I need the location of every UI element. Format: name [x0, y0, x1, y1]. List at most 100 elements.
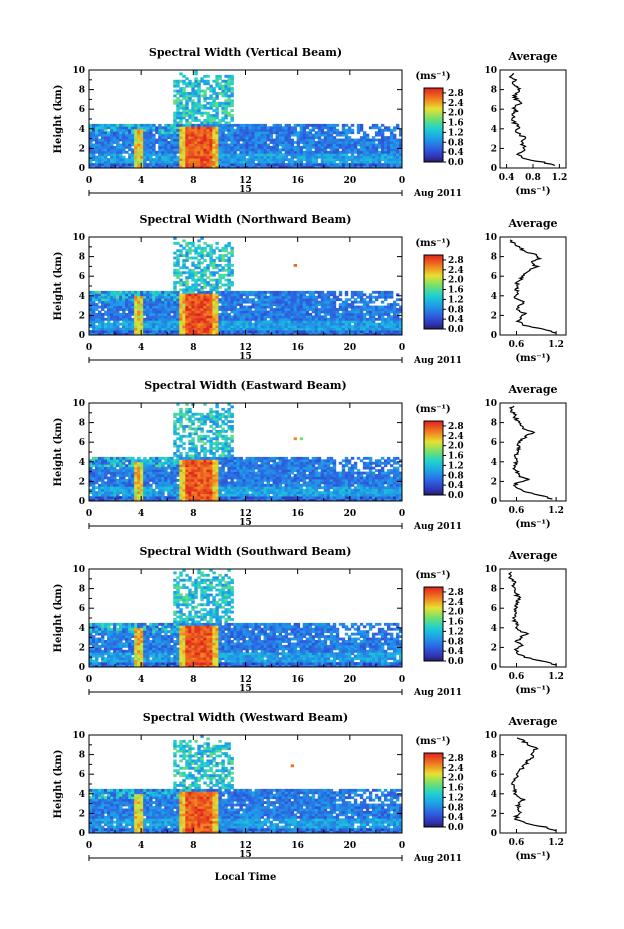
colorbar-tick-label: 2.8: [448, 89, 464, 99]
colorbar-tick-label: 0.8: [448, 471, 464, 481]
y-tick-label: 0: [79, 663, 85, 673]
avg-y-tick-label: 4: [491, 624, 497, 634]
colorbar-tick-label: 2.4: [448, 432, 464, 442]
x-tick-label: 20: [344, 176, 357, 186]
x-tick-label: 20: [344, 343, 357, 353]
y-tick-label: 6: [79, 604, 85, 614]
x-tick-label: 8: [190, 841, 196, 851]
colorbar-tick-label: 2.4: [448, 598, 464, 608]
heatmap-cells: [89, 237, 403, 336]
heatmap-cells: [89, 70, 403, 169]
avg-x-tick-label: 0.6: [509, 672, 525, 682]
avg-x-label: (ms⁻¹): [515, 519, 550, 530]
avg-y-tick-label: 6: [491, 438, 497, 448]
y-axis-label: Height (km): [53, 418, 64, 487]
heatmap-cells: [89, 735, 403, 834]
average-frame: [499, 568, 567, 668]
date-label: Aug 2011: [413, 189, 462, 199]
y-tick-label: 0: [79, 164, 85, 174]
colorbar-tick-label: 1.6: [448, 784, 464, 794]
avg-y-tick-label: 8: [491, 86, 497, 96]
colorbar-tick-label: 1.2: [448, 793, 464, 803]
colorbar: [423, 87, 444, 163]
colorbar-tick-label: 0.0: [448, 657, 464, 667]
colorbar-tick-label: 2.0: [448, 442, 464, 452]
panel-title: Spectral Width (Northward Beam): [140, 213, 352, 226]
y-axis-label: Height (km): [53, 584, 64, 653]
colorbar-tick-label: 0.4: [448, 315, 464, 325]
y-tick-label: 6: [79, 105, 85, 115]
y-tick-label: 4: [79, 458, 85, 468]
y-tick-label: 2: [79, 311, 85, 321]
x-tick-label: 8: [190, 343, 196, 353]
day-label: 15: [239, 850, 252, 860]
y-tick-label: 0: [79, 829, 85, 839]
y-tick-label: 2: [79, 809, 85, 819]
panel-title: Spectral Width (Southward Beam): [139, 545, 351, 558]
avg-x-label: (ms⁻¹): [515, 353, 550, 364]
panel-5: Spectral Width (Westward Beam) 0 2 4 6 8 10 0 4 8…: [53, 711, 567, 864]
avg-y-tick-label: 10: [484, 399, 497, 409]
x-tick-label: 8: [190, 176, 196, 186]
colorbar-tick-label: 2.8: [448, 422, 464, 432]
heatmap-cells: [89, 569, 403, 668]
x-tick-label: 0: [399, 675, 405, 685]
avg-x-label: (ms⁻¹): [515, 685, 550, 696]
x-tick-label: 16: [291, 841, 304, 851]
colorbar-tick-label: 1.6: [448, 119, 464, 129]
panel-title: Spectral Width (Eastward Beam): [144, 379, 346, 392]
panel-4: Spectral Width (Southward Beam) 0 2 4 6 8 10 0 4…: [53, 545, 567, 698]
avg-y-tick-label: 10: [484, 233, 497, 243]
average-title: Average: [507, 217, 557, 230]
avg-x-tick-label: 1.2: [548, 672, 564, 682]
panel-title: Spectral Width (Westward Beam): [143, 711, 348, 724]
colorbar-unit: (ms⁻¹): [415, 71, 450, 82]
y-axis-label: Height (km): [53, 750, 64, 819]
avg-y-tick-label: 6: [491, 770, 497, 780]
colorbar-tick-label: 1.2: [448, 295, 464, 305]
colorbar-tick-label: 0.0: [448, 325, 464, 335]
average-frame: [499, 69, 567, 169]
avg-x-tick-label: 0.6: [509, 506, 525, 516]
avg-y-tick-label: 4: [491, 458, 497, 468]
average-profile-line: [510, 737, 557, 832]
colorbar: [423, 586, 444, 662]
average-frame: [499, 236, 567, 336]
x-tick-label: 16: [291, 509, 304, 519]
avg-y-tick-label: 0: [491, 497, 497, 507]
colorbar-tick-label: 1.2: [448, 461, 464, 471]
colorbar-tick-label: 1.6: [448, 618, 464, 628]
avg-y-tick-label: 0: [491, 164, 497, 174]
y-tick-label: 4: [79, 125, 85, 135]
avg-y-tick-label: 6: [491, 105, 497, 115]
x-tick-label: 0: [399, 176, 405, 186]
panel-2: Spectral Width (Northward Beam) 0 2 4 6 8 10 0 4…: [53, 213, 567, 366]
avg-y-tick-label: 2: [491, 477, 497, 487]
day-label: 15: [239, 684, 252, 694]
x-tick-label: 16: [291, 675, 304, 685]
x-tick-label: 20: [344, 841, 357, 851]
avg-x-tick-label: 0.6: [509, 838, 525, 848]
x-tick-label: 0: [399, 343, 405, 353]
avg-y-tick-label: 10: [484, 565, 497, 575]
avg-y-tick-label: 0: [491, 331, 497, 341]
avg-y-tick-label: 0: [491, 663, 497, 673]
x-tick-label: 16: [291, 343, 304, 353]
x-tick-label: 20: [344, 675, 357, 685]
y-tick-label: 4: [79, 292, 85, 302]
colorbar-tick-label: 2.8: [448, 588, 464, 598]
colorbar-tick-label: 0.4: [448, 813, 464, 823]
avg-x-tick-label: 1.2: [552, 173, 568, 183]
avg-x-tick-label: 0.6: [509, 340, 525, 350]
y-tick-label: 0: [79, 331, 85, 341]
y-tick-label: 8: [79, 585, 85, 595]
date-label: Aug 2011: [413, 688, 462, 698]
average-profile-line: [509, 239, 556, 334]
y-tick-label: 6: [79, 770, 85, 780]
average-title: Average: [507, 549, 557, 562]
x-tick-label: 0: [86, 509, 92, 519]
y-tick-label: 6: [79, 438, 85, 448]
x-tick-label: 16: [291, 176, 304, 186]
average-frame: [499, 734, 567, 834]
y-tick-label: 0: [79, 497, 85, 507]
